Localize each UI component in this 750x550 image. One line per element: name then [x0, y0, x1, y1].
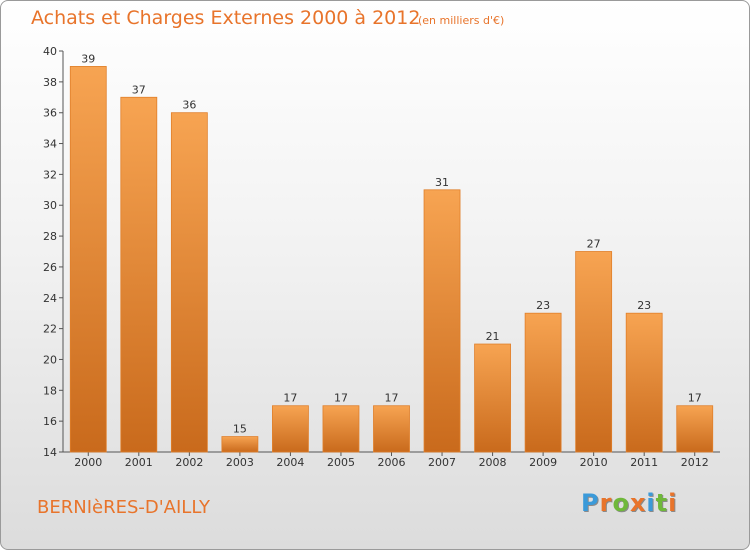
y-tick-label: 30 — [43, 199, 57, 212]
bar — [221, 436, 259, 453]
chart-bars: 39 37 36 15 17 17 17 31 21 23 27 23 17 — [69, 52, 714, 453]
y-tick-label: 26 — [43, 261, 57, 274]
bar — [120, 96, 158, 453]
bar-value-label: 15 — [233, 423, 247, 436]
bar-value-label: 17 — [334, 392, 348, 405]
logo-letter: x — [629, 489, 647, 517]
logo-letter: t — [655, 489, 669, 517]
bar-value-label: 31 — [435, 176, 449, 189]
chart-title: Achats et Charges Externes 2000 à 2012 — [31, 7, 421, 29]
bar — [575, 251, 613, 453]
bar — [322, 405, 360, 453]
x-tick-label: 2006 — [378, 456, 406, 469]
bar — [373, 405, 410, 453]
y-tick-label: 38 — [43, 76, 57, 89]
x-tick-label: 2001 — [125, 456, 153, 469]
y-tick-label: 36 — [43, 107, 57, 120]
bar — [625, 312, 663, 453]
y-tick-label: 14 — [43, 446, 57, 459]
x-tick-label: 2012 — [681, 456, 709, 469]
y-tick-label: 20 — [43, 353, 57, 366]
y-tick-label: 16 — [43, 415, 57, 428]
bar — [272, 405, 309, 453]
x-tick-label: 2000 — [74, 456, 102, 469]
bar — [524, 312, 562, 453]
x-tick-label: 2005 — [327, 456, 355, 469]
y-tick-label: 28 — [43, 230, 57, 243]
logo-letter: i — [646, 489, 656, 517]
bar — [423, 189, 461, 453]
bar-value-label: 17 — [688, 392, 702, 405]
x-tick-label: 2004 — [276, 456, 304, 469]
x-tick-label: 2011 — [630, 456, 658, 469]
y-tick-label: 32 — [43, 168, 57, 181]
logo-letter: o — [612, 489, 630, 517]
bar-value-label: 27 — [587, 238, 601, 251]
bar-value-label: 23 — [637, 299, 651, 312]
x-tick-label: 2003 — [226, 456, 254, 469]
town-name: BERNIèRES-D'AILLY — [37, 497, 210, 518]
y-tick-label: 34 — [43, 138, 57, 151]
bar-value-label: 36 — [182, 99, 196, 112]
bar — [69, 66, 107, 453]
bar-value-label: 21 — [486, 330, 500, 343]
bar-value-label: 17 — [283, 392, 297, 405]
x-tick-label: 2008 — [479, 456, 507, 469]
logo-letter: r — [599, 489, 613, 517]
x-tick-label: 2002 — [175, 456, 203, 469]
logo-letter: i — [668, 489, 678, 517]
x-tick-label: 2009 — [529, 456, 557, 469]
y-tick-label: 18 — [43, 384, 57, 397]
bar-value-label: 37 — [132, 83, 146, 96]
y-tick-label: 22 — [43, 323, 57, 336]
y-tick-label: 40 — [43, 45, 57, 58]
y-tick-label: 24 — [43, 292, 57, 305]
proxiti-logo: Proxiti — [581, 489, 677, 517]
x-tick-label: 2007 — [428, 456, 456, 469]
logo-letter: P — [581, 489, 600, 517]
bar — [170, 112, 208, 453]
bar-value-label: 17 — [385, 392, 399, 405]
bar — [474, 343, 511, 453]
chart-unit: (en milliers d'€) — [418, 14, 505, 27]
x-tick-label: 2010 — [580, 456, 608, 469]
bar-value-label: 39 — [81, 52, 95, 65]
bar-value-label: 23 — [536, 299, 550, 312]
bar — [676, 405, 714, 453]
